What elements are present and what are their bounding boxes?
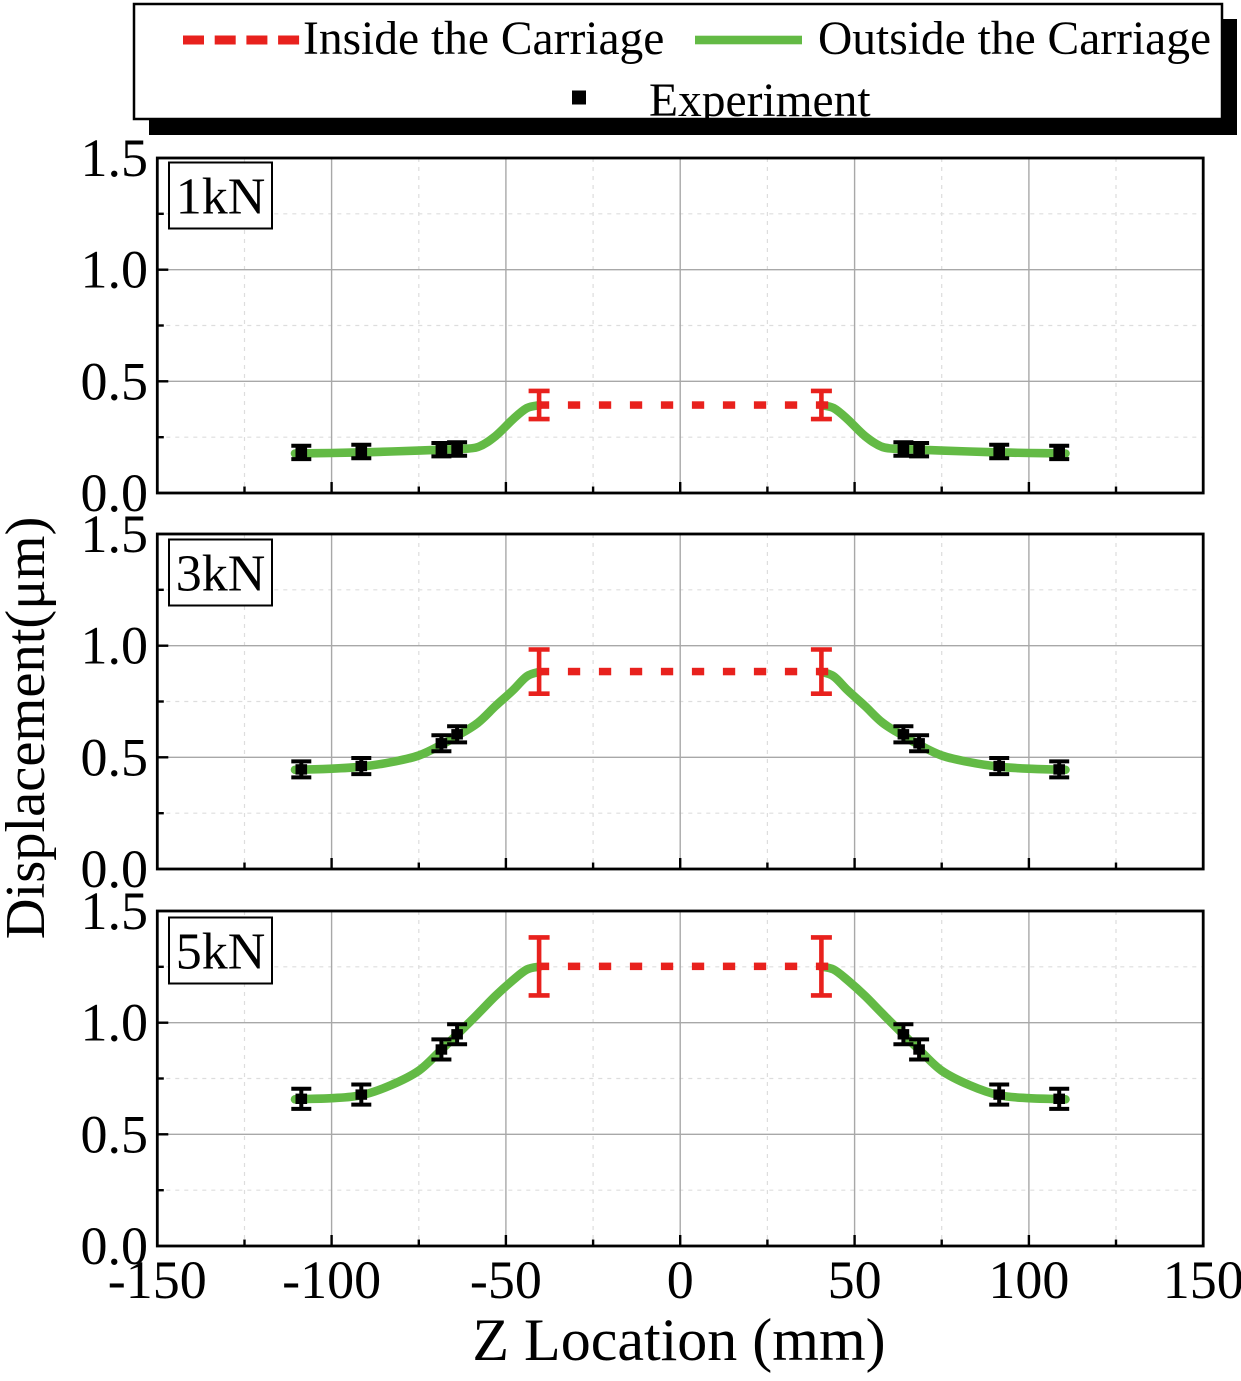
svg-text:1kN: 1kN bbox=[176, 169, 266, 226]
svg-text:0.5: 0.5 bbox=[81, 1104, 149, 1164]
svg-text:100: 100 bbox=[988, 1250, 1069, 1310]
svg-text:1.5: 1.5 bbox=[81, 881, 149, 941]
svg-text:5kN: 5kN bbox=[176, 924, 266, 981]
svg-text:0.0: 0.0 bbox=[81, 463, 149, 523]
svg-text:1.0: 1.0 bbox=[81, 616, 149, 676]
svg-text:Displacement(μm): Displacement(μm) bbox=[0, 517, 57, 940]
svg-text:0.5: 0.5 bbox=[81, 727, 149, 787]
svg-text:-50: -50 bbox=[470, 1250, 542, 1310]
svg-text:0.5: 0.5 bbox=[81, 351, 149, 411]
svg-text:3kN: 3kN bbox=[176, 546, 266, 603]
svg-text:-100: -100 bbox=[282, 1250, 381, 1310]
svg-text:0.0: 0.0 bbox=[81, 1216, 149, 1276]
svg-text:Outside the Carriage: Outside the Carriage bbox=[818, 13, 1211, 65]
svg-text:Z Location (mm): Z Location (mm) bbox=[472, 1307, 885, 1373]
svg-text:1.5: 1.5 bbox=[81, 128, 149, 188]
svg-text:Experiment: Experiment bbox=[649, 75, 871, 127]
svg-text:50: 50 bbox=[828, 1250, 882, 1310]
svg-text:0: 0 bbox=[667, 1250, 694, 1310]
svg-text:Inside the Carriage: Inside the Carriage bbox=[303, 13, 664, 65]
svg-text:0.0: 0.0 bbox=[81, 839, 149, 899]
svg-text:1.0: 1.0 bbox=[81, 240, 149, 300]
svg-text:1.0: 1.0 bbox=[81, 993, 149, 1053]
svg-text:150: 150 bbox=[1163, 1250, 1241, 1310]
svg-text:1.5: 1.5 bbox=[81, 504, 149, 564]
svg-text:-150: -150 bbox=[108, 1250, 207, 1310]
